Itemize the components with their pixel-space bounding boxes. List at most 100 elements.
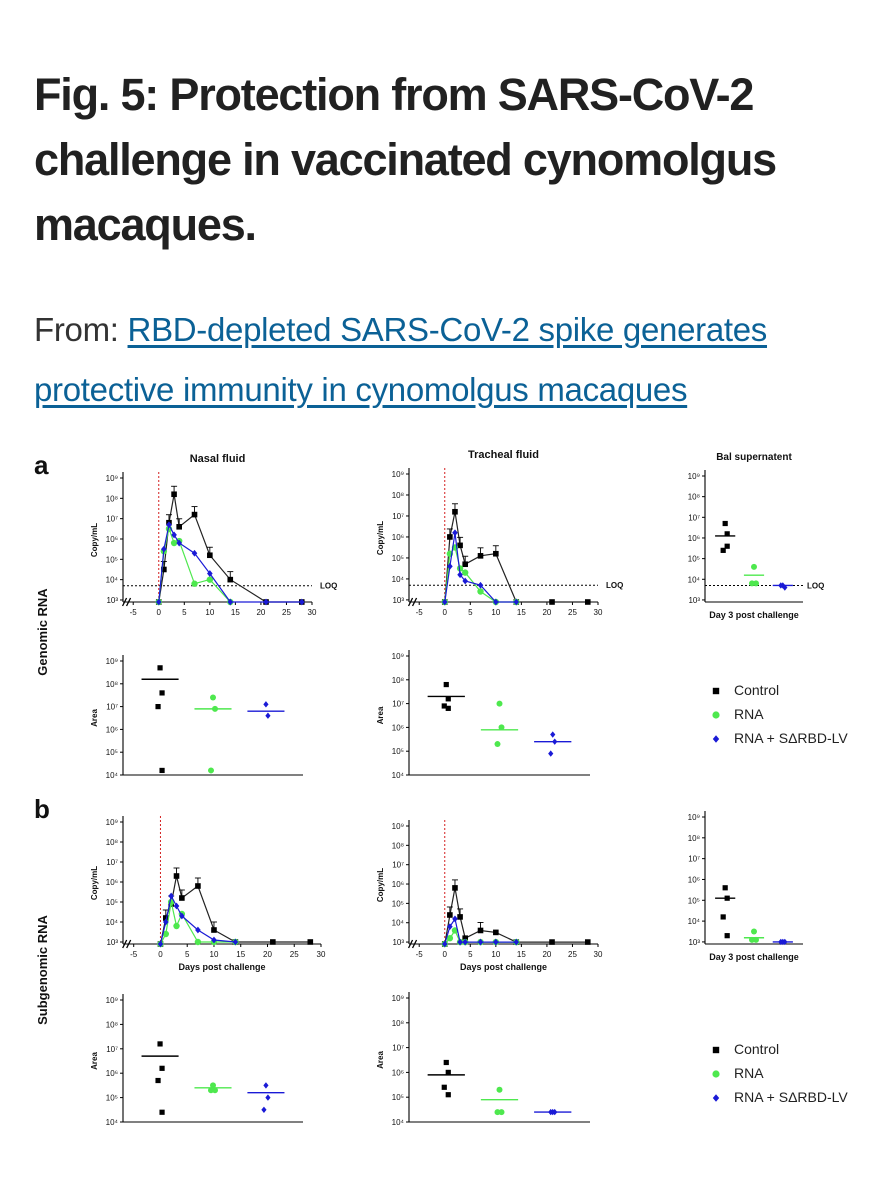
tracheal-genomic-data-point — [477, 581, 484, 589]
bal-genomic-y-tick-label: 10⁴ — [688, 575, 701, 584]
tracheal-genomic-x-tick-label: 30 — [594, 608, 603, 617]
nasal-subgenomic-area-data-point — [261, 1106, 267, 1113]
nasal-genomic-area-y-tick-label: 10⁵ — [106, 748, 118, 757]
nasal-genomic-data-point — [161, 566, 167, 573]
row-label-genomic: Genomic RNA — [35, 588, 50, 676]
tracheal-subgenomic-y-tick-label: 10³ — [392, 938, 404, 947]
tracheal-subgenomic-area-y-tick-label: 10⁷ — [392, 1044, 404, 1053]
subgenomic-legend-label: Control — [734, 1041, 779, 1057]
subgenomic-legend-label: RNA + SΔRBD-LV — [734, 1089, 848, 1105]
tracheal-genomic-area-data-point — [441, 703, 447, 709]
tracheal-genomic-data-point — [456, 565, 464, 572]
tracheal-subgenomic-series-line — [444, 887, 588, 945]
nasal-genomic-data-point — [263, 598, 269, 606]
tracheal-genomic-y-tick-label: 10⁹ — [392, 470, 404, 479]
tracheal-genomic-data-point — [493, 598, 499, 606]
bal-subgenomic-x-label: Day 3 post challenge — [709, 952, 799, 962]
nasal-genomic-data-point — [171, 491, 177, 498]
tracheal-subgenomic-area-y-tick-label: 10⁵ — [392, 1093, 404, 1102]
tracheal-subgenomic-x-tick-label: 10 — [491, 950, 500, 959]
nasal-subgenomic-x-label: Days post challenge — [178, 962, 265, 972]
tracheal-genomic-area-y-tick-label: 10⁹ — [392, 652, 404, 661]
tracheal-genomic-area-data-point — [445, 696, 451, 702]
nasal-subgenomic-y-tick-label: 10⁷ — [106, 858, 118, 867]
tracheal-subgenomic-data-point — [549, 939, 555, 945]
nasal-subgenomic-area-y-tick-label: 10⁵ — [106, 1094, 118, 1103]
tracheal-genomic-area-data-point — [552, 738, 558, 745]
nasal-subgenomic-area-y-tick-label: 10⁹ — [106, 996, 118, 1005]
nasal-genomic-area-y-tick-label: 10⁷ — [106, 703, 118, 712]
nasal-subgenomic-data-point — [195, 883, 201, 889]
nasal-subgenomic-data-point — [168, 892, 174, 900]
tracheal-subgenomic-data-point — [457, 914, 463, 920]
tracheal-genomic-y-tick-label: 10⁴ — [392, 575, 405, 584]
nasal-subgenomic-area-y-label: Area — [90, 1052, 99, 1070]
tracheal-subgenomic-data-point — [452, 885, 458, 891]
bal-genomic-y-tick-label: 10³ — [688, 596, 700, 605]
tracheal-genomic-area-y-tick-label: 10⁸ — [392, 676, 404, 685]
bal-genomic-x-label: Day 3 post challenge — [709, 610, 799, 620]
tracheal-genomic-area-data-point — [443, 681, 449, 688]
nasal-subgenomic-data-point — [179, 895, 185, 901]
nasal-genomic-area-data-point — [210, 694, 216, 701]
nasal-subgenomic-data-point — [163, 915, 169, 921]
nasal-genomic-data-point — [171, 531, 177, 539]
tracheal-genomic-data-point — [452, 508, 458, 515]
nasal-subgenomic-data-point — [179, 912, 185, 920]
bal-subgenomic-data-point — [751, 928, 757, 935]
tracheal-subgenomic-area-data-point — [443, 1059, 449, 1066]
source-article-link[interactable]: RBD-depleted SARS-CoV-2 spike generates … — [34, 311, 768, 408]
bal-subgenomic-y-tick-label: 10⁹ — [688, 813, 700, 822]
tracheal-subgenomic-x-tick-label: 30 — [594, 950, 603, 959]
nasal-subgenomic-area-y-tick-label: 10⁶ — [106, 1069, 118, 1078]
tracheal-genomic-data-point — [447, 562, 453, 570]
nasal-subgenomic-axis-break — [122, 939, 128, 949]
bal-subgenomic-y-tick-label: 10⁴ — [688, 917, 701, 926]
tracheal-subgenomic-y-tick-label: 10⁵ — [392, 899, 404, 908]
tracheal-subgenomic-data-point — [452, 915, 458, 923]
nasal-subgenomic-data-point — [211, 927, 217, 933]
nasal-subgenomic-data-point — [162, 930, 170, 938]
tracheal-genomic-data-point — [441, 598, 448, 606]
nasal-subgenomic-x-tick-label: 0 — [158, 950, 163, 959]
tracheal-subgenomic-y-label: Copy/mL — [376, 868, 385, 902]
nasal-subgenomic-area-y-tick-label: 10⁸ — [106, 1020, 118, 1029]
tracheal-genomic-data-point — [452, 529, 458, 537]
nasal-subgenomic-data-point — [232, 938, 239, 946]
tracheal-genomic-area-y-label: Area — [376, 706, 385, 724]
tracheal-genomic-x-tick-label: 10 — [491, 608, 500, 617]
tracheal-genomic-data-point — [477, 553, 484, 559]
nasal-subgenomic-y-tick-label: 10³ — [106, 938, 118, 947]
nasal-genomic-x-tick-label: 10 — [205, 608, 214, 617]
tracheal-genomic-area-data-point — [445, 705, 451, 711]
tracheal-subgenomic-data-point — [493, 929, 499, 936]
nasal-genomic-title: Nasal fluid — [190, 453, 246, 465]
tracheal-subgenomic-area-data-point — [494, 1109, 501, 1116]
tracheal-subgenomic-x-tick-label: 20 — [542, 950, 551, 959]
tracheal-genomic-data-point — [461, 569, 469, 576]
tracheal-subgenomic-x-tick-label: -5 — [416, 950, 424, 959]
tracheal-genomic-x-tick-label: 5 — [468, 608, 473, 617]
nasal-genomic-area-data-point — [212, 705, 218, 712]
nasal-subgenomic-y-tick-label: 10⁸ — [106, 838, 118, 847]
tracheal-genomic-data-point — [493, 550, 499, 557]
nasal-genomic-area-y-label: Area — [90, 709, 99, 727]
nasal-genomic-area-y-tick-label: 10⁶ — [106, 725, 118, 734]
bal-genomic-y-tick-label: 10⁷ — [688, 513, 700, 522]
tracheal-genomic-y-tick-label: 10⁸ — [392, 491, 404, 500]
genomic-legend-marker — [712, 711, 720, 719]
nasal-genomic-data-point — [166, 521, 172, 529]
tracheal-genomic-y-tick-label: 10⁶ — [392, 533, 404, 542]
nasal-subgenomic-y-tick-label: 10⁵ — [106, 898, 118, 907]
bal-subgenomic-y-tick-label: 10³ — [688, 938, 700, 947]
nasal-genomic-x-tick-label: 5 — [182, 608, 187, 617]
tracheal-genomic-loq-label: LOQ — [606, 581, 623, 590]
nasal-subgenomic-y-tick-label: 10⁴ — [106, 918, 119, 927]
bal-genomic-y-tick-label: 10⁵ — [688, 555, 700, 564]
tracheal-subgenomic-x-tick-label: 15 — [517, 950, 526, 959]
tracheal-subgenomic-data-point — [451, 927, 459, 934]
nasal-genomic-data-point — [161, 545, 167, 553]
tracheal-subgenomic-data-point — [493, 938, 499, 946]
nasal-genomic-area-data-point — [159, 690, 165, 696]
nasal-genomic-loq-label: LOQ — [320, 582, 337, 591]
